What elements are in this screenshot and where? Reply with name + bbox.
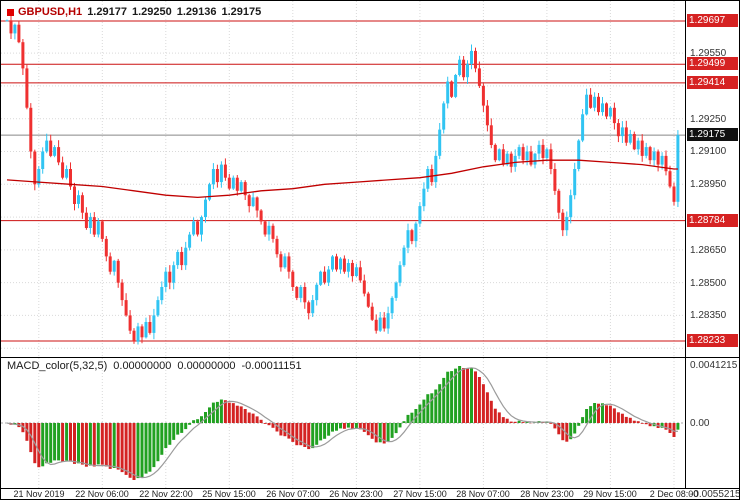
- ohlc-low: 1.29136: [176, 6, 217, 18]
- time-tick-label: 26 Nov 07:00: [266, 489, 320, 499]
- symbol-name: GBPUSD,H1: [18, 6, 83, 18]
- time-tick-label: 25 Nov 15:00: [202, 489, 256, 499]
- time-axis-divider: [1, 488, 739, 489]
- level-price-label: 1.29499: [687, 57, 738, 71]
- time-axis[interactable]: 21 Nov 2019 22 Nov 06:00 22 Nov 22:00 25 No…: [1, 489, 739, 499]
- macd-value-2: 0.00000000: [177, 360, 236, 372]
- panel-divider[interactable]: [1, 357, 739, 358]
- ohlc-open: 1.29177: [87, 6, 127, 18]
- macd-canvas[interactable]: [1, 358, 685, 488]
- price-axis[interactable]: 1.29550 1.29250 1.29100 1.28950 1.28650 1.285…: [686, 1, 740, 500]
- price-chart-canvas[interactable]: [1, 1, 685, 357]
- macd-indicator-label: MACD_color(5,32,5) 0.00000000 0.00000000 -0…: [7, 360, 302, 372]
- level-price-label: 1.29414: [687, 75, 738, 89]
- ohlc-high: 1.29250: [131, 6, 172, 18]
- time-tick-label: 28 Nov 23:00: [520, 489, 574, 499]
- chart-title: GBPUSD,H1 1.29177 1.29250 1.29136 1.29175: [7, 6, 261, 18]
- macd-name: MACD_color(5,32,5): [7, 360, 108, 372]
- macd-value-3: -0.00011151: [241, 360, 302, 372]
- level-price-label: 1.28784: [687, 213, 738, 227]
- macd-value-1: 0.00000000: [113, 360, 172, 372]
- price-tick-label: 1.29100: [690, 146, 727, 158]
- ohlc-close: 1.29175: [221, 6, 262, 18]
- time-tick-label: 29 Nov 15:00: [583, 489, 637, 499]
- axis-divider: [685, 1, 686, 488]
- macd-axis-max: 0.0041215: [690, 360, 738, 371]
- price-tick-label: 1.29250: [690, 113, 727, 125]
- price-tick-label: 1.28950: [690, 179, 727, 191]
- price-tick-label: 1.28500: [690, 277, 727, 289]
- price-tick-label: 1.28350: [690, 310, 727, 322]
- level-price-label: 1.28233: [687, 333, 738, 347]
- time-tick-label: 2 Dec 08:00: [649, 489, 699, 499]
- time-tick-label: 28 Nov 07:00: [456, 489, 510, 499]
- time-tick-label: 22 Nov 06:00: [75, 489, 129, 499]
- time-tick-label: 26 Nov 23:00: [329, 489, 383, 499]
- time-tick-label: 27 Nov 15:00: [393, 489, 447, 499]
- time-tick-label: 22 Nov 22:00: [139, 489, 193, 499]
- price-tick-label: 1.28650: [690, 244, 727, 256]
- macd-axis-zero: 0.00: [690, 417, 710, 429]
- price-tick-label: 1.29550: [690, 48, 727, 60]
- macd-axis-min: -0.0055215: [690, 489, 740, 500]
- current-price-label: 1.29175: [687, 128, 738, 142]
- time-tick-label: 21 Nov 2019: [13, 489, 65, 499]
- symbol-marker-icon: [7, 8, 14, 16]
- level-price-label: 1.29697: [687, 14, 738, 27]
